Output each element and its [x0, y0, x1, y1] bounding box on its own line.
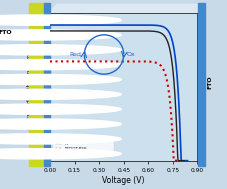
Polygon shape: [50, 4, 204, 12]
Text: Ox: Ox: [127, 52, 136, 57]
Circle shape: [0, 74, 121, 85]
Circle shape: [0, 119, 121, 129]
Bar: [198, 3, 205, 166]
Circle shape: [0, 149, 121, 159]
X-axis label: Voltage (V): Voltage (V): [102, 176, 145, 185]
Circle shape: [0, 30, 121, 40]
Legend: Pt, PEDOT:PSS, 7% ZnO-NC/PEDOT:PSS: Pt, PEDOT:PSS, 7% ZnO-NC/PEDOT:PSS: [54, 140, 114, 157]
Bar: [44, 3, 50, 166]
Circle shape: [0, 15, 121, 25]
Circle shape: [0, 89, 121, 99]
Text: FTO: FTO: [207, 75, 212, 89]
Circle shape: [0, 104, 121, 114]
Circle shape: [0, 134, 121, 144]
Bar: [29, 3, 44, 166]
Text: Red: Red: [69, 52, 81, 57]
Text: FTO: FTO: [0, 30, 12, 35]
Circle shape: [0, 60, 121, 70]
Y-axis label: Current density (mA cm⁻²): Current density (mA cm⁻²): [26, 45, 32, 129]
Circle shape: [0, 45, 121, 55]
